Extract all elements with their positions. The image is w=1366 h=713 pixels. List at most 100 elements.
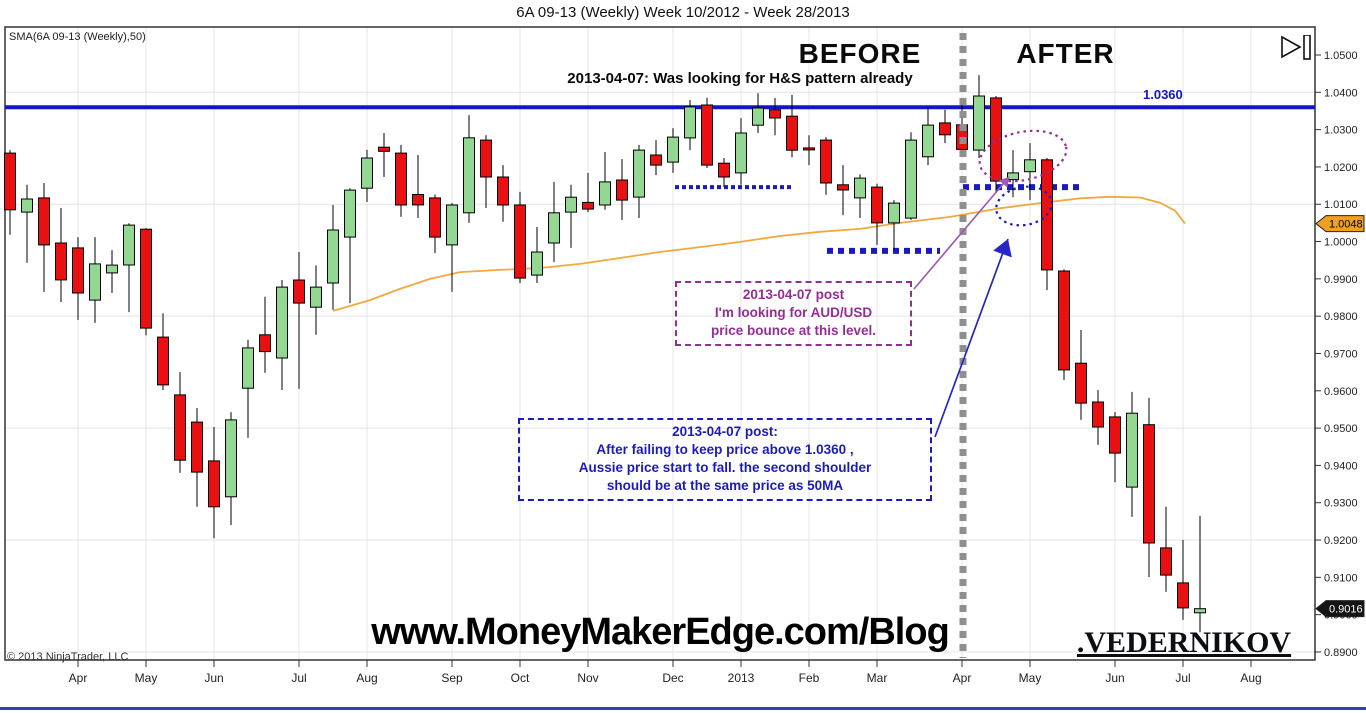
candle[interactable]	[650, 140, 662, 176]
candle[interactable]	[514, 191, 526, 283]
purple-note-line: 2013-04-07 post	[742, 287, 845, 302]
svg-text:Feb: Feb	[799, 671, 820, 685]
candle[interactable]	[718, 158, 730, 188]
candle[interactable]	[786, 94, 798, 158]
candle[interactable]	[259, 296, 271, 373]
blue-note-box: 2013-04-07 post: After failing to keep p…	[518, 418, 932, 501]
candle[interactable]	[531, 227, 543, 283]
svg-text:0.8900: 0.8900	[1324, 647, 1358, 659]
svg-text:Aug: Aug	[356, 671, 377, 685]
gridlines	[5, 27, 1315, 660]
svg-text:0.9300: 0.9300	[1324, 498, 1358, 510]
candle[interactable]	[55, 208, 67, 302]
svg-text:0.9200: 0.9200	[1324, 535, 1358, 547]
candle[interactable]	[446, 203, 458, 292]
candle[interactable]	[21, 184, 33, 263]
candle[interactable]	[463, 115, 475, 223]
candle[interactable]	[667, 128, 679, 173]
candle[interactable]	[208, 427, 220, 539]
candle[interactable]	[565, 184, 577, 248]
candle[interactable]	[1160, 506, 1172, 592]
candle[interactable]	[310, 265, 322, 335]
candle[interactable]	[871, 183, 883, 245]
candle[interactable]	[480, 135, 492, 208]
svg-text:1.0048: 1.0048	[1329, 219, 1363, 231]
candle[interactable]	[106, 250, 118, 293]
svg-text:Dec: Dec	[662, 671, 683, 685]
svg-text:Jun: Jun	[204, 671, 223, 685]
candle[interactable]	[412, 155, 424, 218]
candle[interactable]	[497, 165, 509, 222]
candle[interactable]	[922, 107, 934, 166]
candle[interactable]	[1109, 412, 1121, 483]
bottom-divider-bar	[0, 707, 1366, 710]
candle[interactable]	[769, 97, 781, 136]
candle[interactable]	[191, 408, 203, 507]
candle[interactable]	[599, 152, 611, 210]
candle[interactable]	[429, 194, 441, 254]
step-forward-icon[interactable]	[1281, 35, 1313, 61]
candle[interactable]	[905, 132, 917, 220]
svg-text:1.0100: 1.0100	[1324, 199, 1358, 211]
candle[interactable]	[38, 183, 50, 292]
price-axis: 1.0500 1.0400 1.0300 1.0200 1.0100 1.0000 0.99…	[1315, 50, 1358, 659]
candle[interactable]	[973, 75, 985, 158]
candle[interactable]	[1007, 150, 1019, 198]
svg-text:Sep: Sep	[441, 671, 463, 685]
purple-note-line: price bounce at this level.	[710, 323, 877, 338]
svg-text:May: May	[135, 671, 158, 685]
candle[interactable]	[225, 412, 237, 526]
candle[interactable]	[242, 339, 254, 438]
candle[interactable]	[1177, 540, 1189, 620]
candle[interactable]	[1024, 143, 1036, 201]
before-label: BEFORE	[798, 38, 922, 69]
candle[interactable]	[174, 372, 186, 473]
svg-text:1.0000: 1.0000	[1324, 237, 1358, 249]
candle[interactable]	[735, 118, 747, 185]
blue-note-line: should be at the same price as 50MA	[606, 478, 844, 493]
candle[interactable]	[344, 188, 356, 304]
candle[interactable]	[803, 135, 815, 166]
svg-text:0.9600: 0.9600	[1324, 386, 1358, 398]
candle[interactable]	[361, 149, 373, 202]
candle[interactable]	[820, 137, 832, 195]
svg-text:Nov: Nov	[577, 671, 598, 685]
candle[interactable]	[684, 100, 696, 151]
candle[interactable]	[1143, 397, 1155, 577]
candle[interactable]	[854, 174, 866, 218]
candle[interactable]	[395, 144, 407, 217]
candle[interactable]	[157, 313, 169, 390]
svg-text:0.9100: 0.9100	[1324, 572, 1358, 584]
candle[interactable]	[548, 181, 560, 263]
candle[interactable]	[1126, 391, 1138, 517]
candle[interactable]	[1058, 269, 1070, 380]
annotation-subtitle: 2013-04-07: Was looking for H&S pattern …	[567, 70, 913, 87]
candle[interactable]	[1075, 330, 1087, 420]
candle[interactable]	[701, 97, 713, 168]
candle[interactable]	[293, 252, 305, 389]
candles	[4, 75, 1206, 633]
candle[interactable]	[140, 228, 152, 336]
candle[interactable]	[4, 150, 16, 235]
candle[interactable]	[582, 172, 594, 213]
chart-title: 6A 09-13 (Weekly) Week 10/2012 - Week 28…	[516, 4, 850, 21]
candle[interactable]	[888, 200, 900, 251]
candle[interactable]	[327, 205, 339, 310]
candle[interactable]	[378, 133, 390, 177]
candle[interactable]	[72, 237, 84, 320]
candle[interactable]	[123, 223, 135, 313]
candle[interactable]	[1194, 515, 1206, 633]
blue-note-line: Aussie price start to fall. the second s…	[578, 460, 872, 475]
candle[interactable]	[1041, 158, 1053, 291]
candle[interactable]	[1092, 390, 1104, 445]
candle[interactable]	[616, 159, 628, 220]
candle[interactable]	[633, 144, 645, 218]
candle[interactable]	[752, 93, 764, 133]
blue-note-line: After failing to keep price above 1.0360…	[596, 442, 854, 457]
svg-text:2013: 2013	[728, 671, 755, 685]
candle[interactable]	[939, 109, 951, 144]
candle[interactable]	[837, 165, 849, 216]
candle[interactable]	[276, 280, 288, 390]
candle[interactable]	[990, 96, 1002, 193]
candle[interactable]	[89, 237, 101, 323]
